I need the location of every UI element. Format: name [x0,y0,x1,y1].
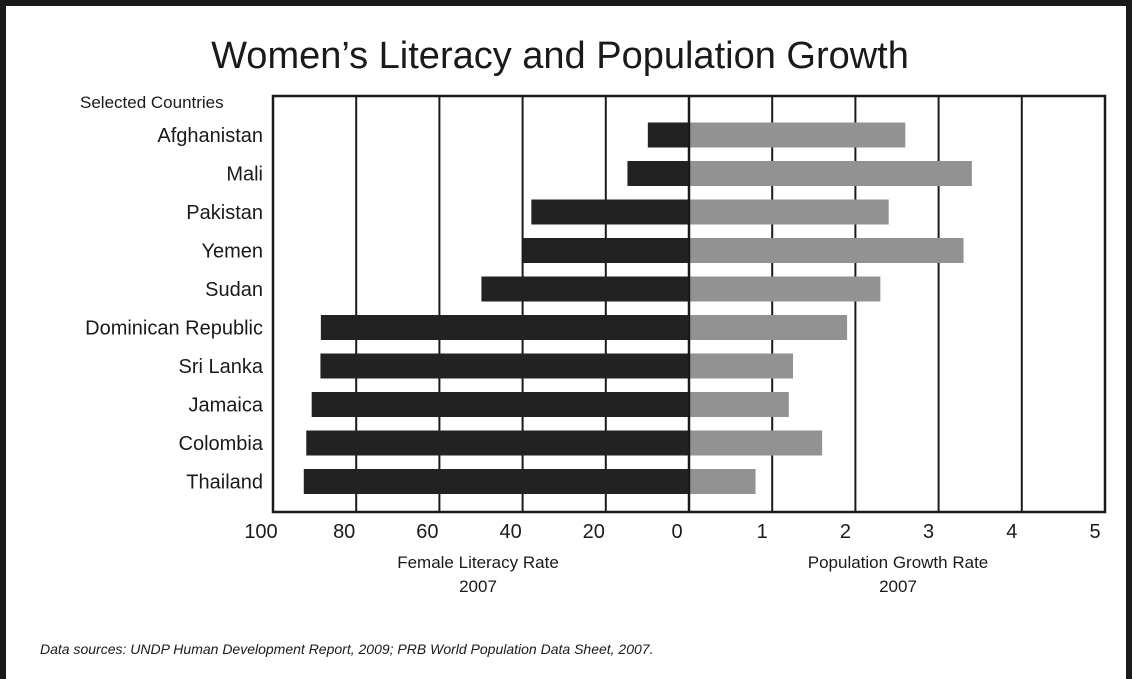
literacy-tick-label: 80 [333,521,355,543]
country-label: Afghanistan [157,125,263,147]
literacy-tick-label: 100 [244,521,277,543]
growth-bar [689,430,823,456]
country-labels: Afghanistan Mali Pakistan Yemen Sudan Dominic… [85,125,264,494]
growth-bar [689,199,889,225]
frame-top-border [0,0,1132,6]
literacy-bar [523,238,689,263]
growth-tick-label: 2 [840,521,851,543]
literacy-bar [647,122,689,148]
literacy-axis-year: 2007 [459,577,497,596]
literacy-tick-labels: 100 80 60 40 20 0 [244,521,682,543]
literacy-tick-label: 20 [583,521,605,543]
country-label: Thailand [186,472,263,494]
chart-title: Women’s Literacy and Population Growth [211,35,909,77]
country-label: Sri Lanka [179,356,264,378]
growth-bar [689,392,789,417]
literacy-tick-label: 0 [671,521,682,543]
growth-bar [689,469,756,494]
growth-tick-label: 1 [757,521,768,543]
growth-tick-label: 3 [923,521,934,543]
growth-tick-label: 5 [1089,521,1100,543]
growth-bar [689,276,881,302]
growth-tick-label: 4 [1006,521,1017,543]
literacy-bar [306,430,689,456]
country-label: Sudan [205,279,263,301]
literacy-bar [481,276,689,302]
literacy-bar [320,353,689,379]
growth-bar [689,238,964,263]
growth-axis-label: Population Growth Rate [808,553,989,572]
literacy-tick-label: 40 [499,521,521,543]
source-note: Data sources: UNDP Human Development Rep… [40,641,653,657]
growth-tick-labels: 1 2 3 4 5 [757,521,1101,543]
country-label: Pakistan [186,202,263,224]
country-label: Colombia [179,433,264,455]
literacy-bar [320,315,689,340]
country-label: Mali [226,164,263,186]
country-label: Yemen [201,241,263,263]
country-label: Dominican Republic [85,318,263,340]
growth-bars [687,96,972,512]
literacy-axis-label: Female Literacy Rate [397,553,559,572]
growth-bar [689,353,793,379]
growth-bar [689,161,972,186]
frame-left-border [0,0,6,679]
country-label: Jamaica [189,395,264,417]
literacy-bar [627,161,689,186]
literacy-tick-label: 60 [416,521,438,543]
growth-bar [689,122,906,148]
category-header: Selected Countries [80,93,224,112]
frame-right-border [1126,0,1132,679]
literacy-bar [531,199,689,225]
growth-axis-year: 2007 [879,577,917,596]
literacy-bars [303,122,689,494]
literacy-bar [311,392,689,417]
growth-bar [689,315,848,340]
literacy-bar [303,469,689,494]
